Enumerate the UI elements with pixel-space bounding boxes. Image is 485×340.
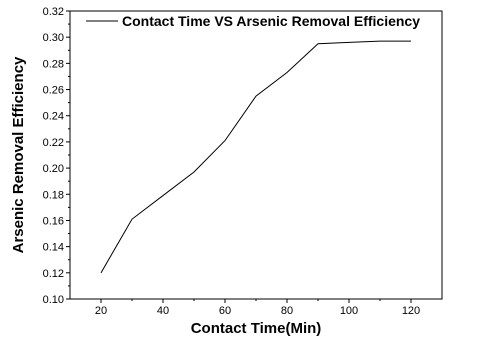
y-tick-label: 0.22 <box>43 137 64 149</box>
x-axis-title: Contact Time(Min) <box>191 320 322 337</box>
legend-label: Contact Time VS Arsenic Removal Efficien… <box>122 13 420 29</box>
legend: Contact Time VS Arsenic Removal Efficien… <box>86 13 420 29</box>
x-tick-label: 60 <box>219 305 231 317</box>
y-tick-label: 0.20 <box>43 163 64 175</box>
y-tick-label: 0.16 <box>43 215 64 227</box>
y-tick-label: 0.26 <box>43 85 64 97</box>
x-tick-label: 80 <box>281 305 293 317</box>
series-line-contact-time <box>100 40 411 274</box>
plot-frame <box>69 10 443 300</box>
ticks-layer: 0.10 0.12 0.14 0.16 0.18 0.20 0.22 0.24 0.26 0.28… <box>43 6 421 317</box>
x-tick-label: 40 <box>157 305 169 317</box>
y-tick-label: 0.12 <box>43 268 64 280</box>
x-tick-label: 20 <box>95 305 107 317</box>
x-tick-label: 100 <box>340 305 358 317</box>
y-tick-label: 0.32 <box>43 6 64 18</box>
y-axis-title: Arsenic Removal Efficiency <box>10 56 27 253</box>
y-tick-label: 0.14 <box>43 242 64 254</box>
x-tick-label: 120 <box>402 305 420 317</box>
y-tick-label: 0.28 <box>43 58 64 70</box>
y-tick-label: 0.24 <box>43 111 64 123</box>
y-tick-label: 0.18 <box>43 189 64 201</box>
y-tick-label: 0.10 <box>43 294 64 306</box>
y-tick-label: 0.30 <box>43 32 64 44</box>
